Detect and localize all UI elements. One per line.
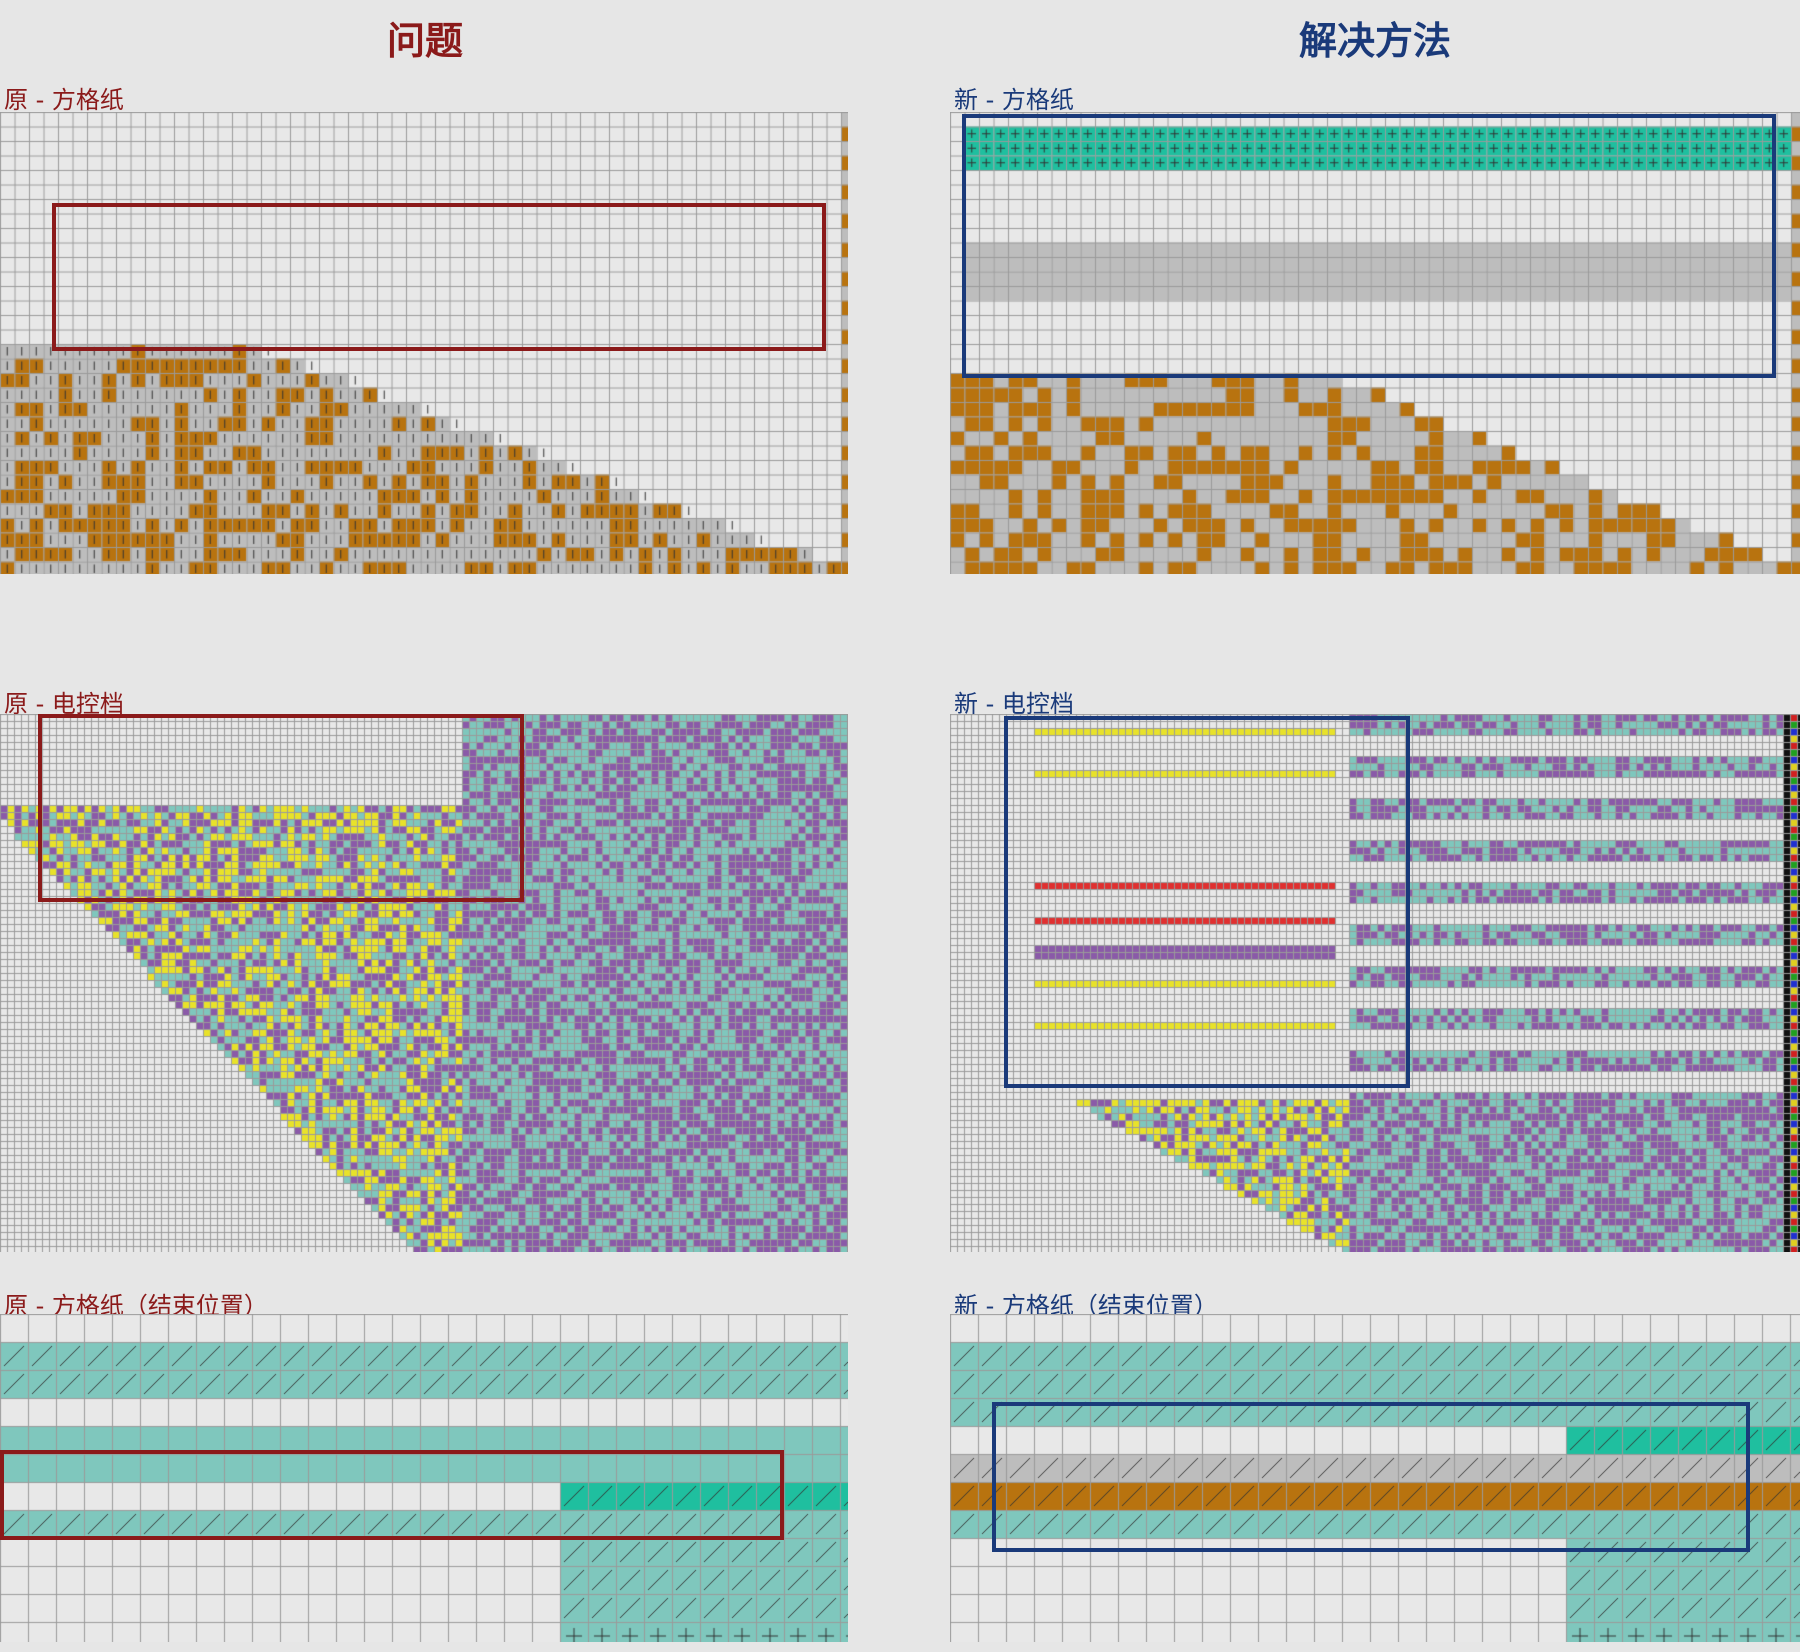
problem-heading: 问题 (386, 19, 463, 63)
caption-original-chart: 原 - 方格纸 (4, 86, 124, 114)
new-control-grid (950, 714, 1800, 1252)
caption-new-control: 新 - 电控档 (954, 690, 1074, 718)
new-chart-grid (950, 112, 1800, 574)
solution-heading: 解决方法 (1298, 19, 1451, 63)
caption-new-chart: 新 - 方格纸 (954, 86, 1074, 114)
original-end-grid (0, 1314, 848, 1642)
original-control-grid (0, 714, 848, 1252)
original-chart-grid (0, 112, 848, 574)
caption-original-control: 原 - 电控档 (4, 690, 124, 718)
new-end-grid (950, 1314, 1800, 1642)
